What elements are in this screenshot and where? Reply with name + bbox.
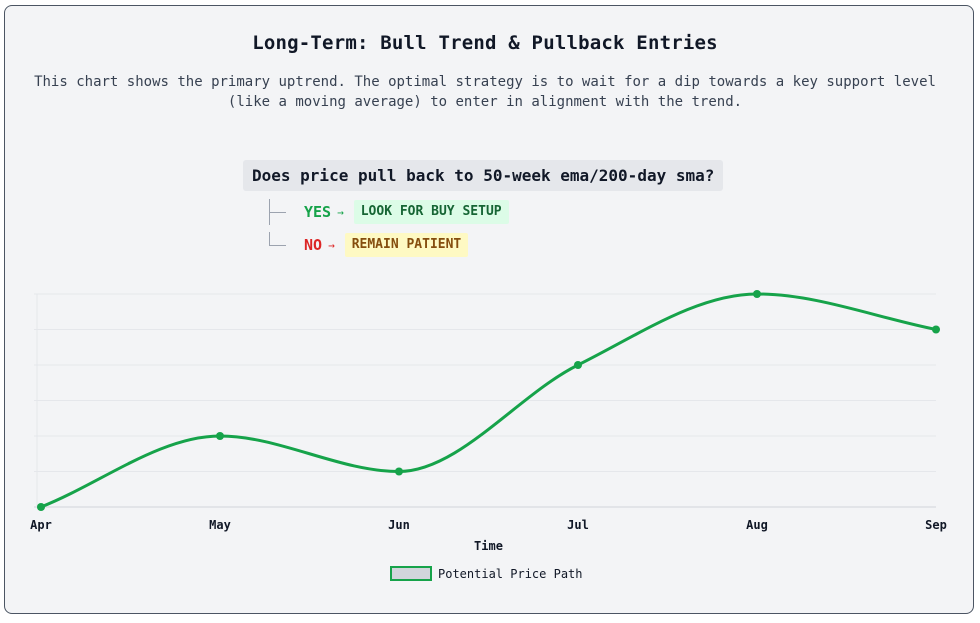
chart-description: This chart shows the primary uptrend. Th… [34, 74, 936, 110]
data-point [395, 467, 403, 476]
arrow-right-icon: → [328, 238, 335, 252]
chart-legend[interactable]: Potential Price Path [390, 566, 583, 581]
x-tick-label: Apr [30, 518, 52, 532]
series-line [40, 292, 937, 509]
decision-question: Does price pull back to 50-week ema/200-… [243, 160, 724, 191]
data-point [574, 361, 582, 369]
legend-swatch [390, 566, 432, 581]
data-point [932, 325, 940, 334]
tree-connector [266, 232, 290, 258]
x-tick-label: Sep [925, 518, 947, 532]
x-tick-label: May [209, 518, 231, 532]
chart-card [4, 5, 974, 614]
chart-title: Long-Term: Bull Trend & Pullback Entries [252, 32, 718, 54]
data-point [753, 290, 761, 298]
data-point [37, 503, 45, 511]
tree-connector [266, 199, 290, 225]
decision-branch-yes: YES → LOOK FOR BUY SETUP [266, 199, 509, 225]
remain-patient-badge: REMAIN PATIENT [344, 233, 469, 257]
decision-branch-no: NO → REMAIN PATIENT [266, 232, 469, 258]
data-point [216, 432, 224, 440]
x-tick-label: Jun [388, 518, 410, 532]
legend-label: Potential Price Path [438, 566, 583, 581]
yes-label: YES [304, 203, 332, 221]
x-tick-label: Jul [567, 518, 589, 532]
x-axis-title: Time [474, 539, 503, 553]
arrow-right-icon: → [337, 205, 344, 219]
buy-setup-badge: LOOK FOR BUY SETUP [353, 200, 509, 224]
x-tick-label: Aug [746, 518, 768, 532]
no-label: NO [304, 236, 323, 254]
